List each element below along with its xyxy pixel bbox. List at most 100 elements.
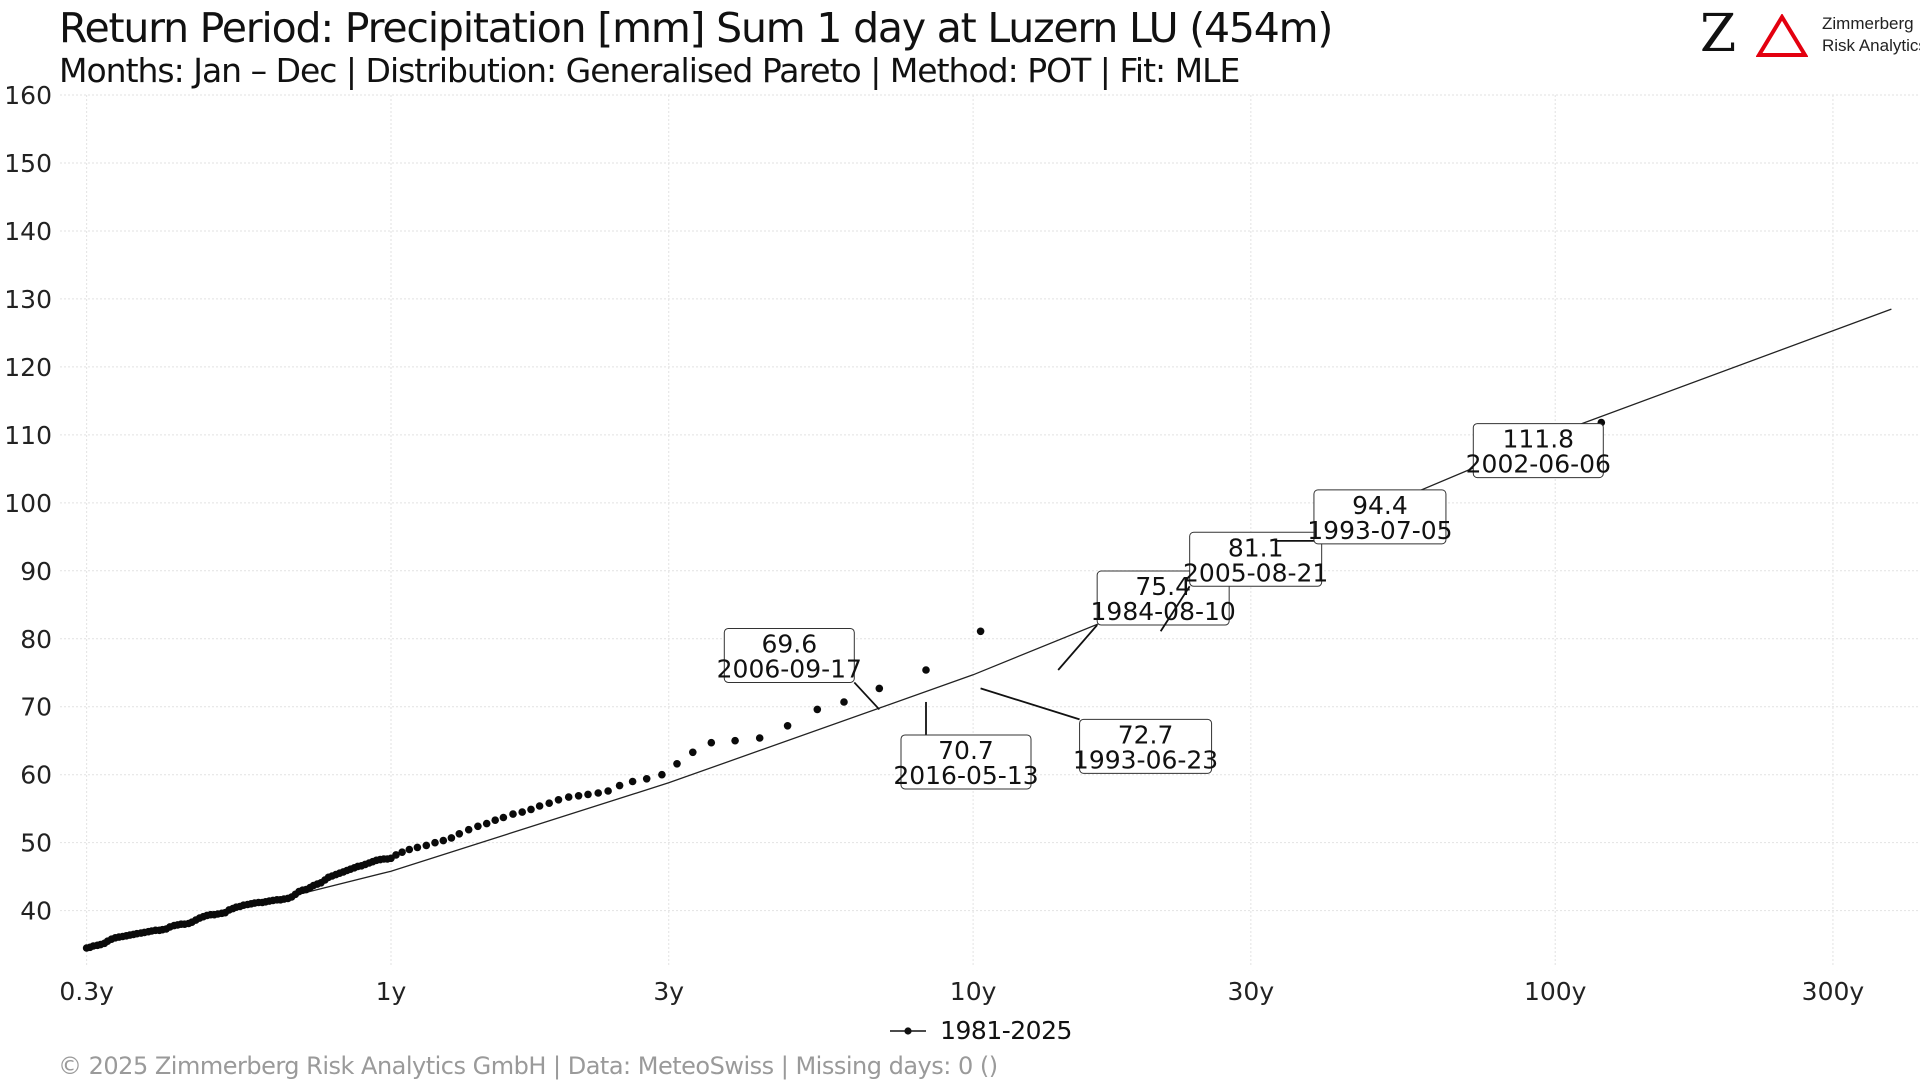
legend: 1981-2025 — [0, 1014, 1920, 1050]
data-point — [392, 851, 400, 859]
y-tick-label: 60 — [20, 761, 52, 790]
y-tick-label: 80 — [20, 625, 52, 654]
data-point — [413, 843, 422, 852]
data-point — [642, 775, 651, 783]
annotation-date: 2016-05-13 — [893, 761, 1038, 790]
data-point — [628, 777, 637, 786]
data-point — [545, 799, 553, 807]
data-points — [82, 418, 1606, 952]
chart-subtitle: Months: Jan – Dec | Distribution: Genera… — [59, 51, 1240, 90]
data-point — [594, 789, 602, 797]
data-point — [518, 808, 526, 816]
data-point — [689, 748, 697, 757]
data-point — [499, 813, 508, 822]
data-point — [922, 666, 930, 674]
annotation-value: 75.4 — [1135, 572, 1191, 601]
fit-line — [86, 308, 1892, 948]
y-tick-label: 150 — [4, 149, 52, 178]
annotation-date: 1993-07-05 — [1307, 516, 1452, 545]
annotation-date: 1993-06-23 — [1073, 745, 1218, 774]
data-point — [482, 819, 491, 828]
logo-name-line2: Risk Analytics — [1822, 36, 1920, 55]
x-tick-label: 10y — [950, 977, 997, 1006]
data-point — [398, 848, 406, 856]
annotation-value: 111.8 — [1503, 425, 1575, 454]
annotation-date: 1984-08-10 — [1091, 597, 1236, 626]
y-tick-label: 90 — [20, 557, 52, 586]
annotation-box — [1189, 531, 1323, 587]
legend-label: 1981-2025 — [940, 1016, 1072, 1045]
annotation-date: 2006-09-17 — [717, 654, 862, 683]
data-point — [422, 841, 431, 850]
data-point — [707, 738, 716, 747]
x-tick-label: 100y — [1524, 977, 1587, 1006]
data-point — [509, 810, 517, 818]
annotation-date: 2002-06-06 — [1466, 450, 1611, 479]
data-point — [840, 698, 848, 706]
annotation-box — [1313, 489, 1447, 545]
fit-curve — [86, 308, 1892, 948]
annotation-value: 81.1 — [1228, 533, 1284, 562]
y-tick-label: 50 — [20, 829, 52, 858]
return-period-chart: 40 50 60 70 80 90 100 110 120 130 140 150 160 0.3y 1y… — [4, 81, 1918, 1006]
y-axis-ticks: 40 50 60 70 80 90 100 110 120 130 140 150 160 — [4, 81, 52, 926]
x-tick-label: 0.3y — [59, 977, 114, 1006]
y-tick-label: 100 — [4, 489, 52, 518]
y-tick-label: 70 — [20, 693, 52, 722]
annotation-value: 69.6 — [761, 629, 817, 658]
annotation-box — [1079, 718, 1213, 774]
annotation-box — [723, 627, 855, 683]
data-point — [875, 684, 884, 693]
data-point — [554, 796, 563, 804]
x-tick-label: 1y — [376, 977, 407, 1006]
legend-point — [904, 1027, 912, 1035]
y-tick-label: 140 — [4, 217, 52, 246]
logo-triangle-icon — [1756, 14, 1808, 57]
data-point — [474, 822, 482, 831]
x-tick-label: 3y — [653, 977, 684, 1006]
legend-line-point-icon — [890, 1027, 927, 1035]
annotation-leader — [1057, 624, 1098, 671]
annotation-value: 94.4 — [1352, 491, 1408, 520]
data-point — [976, 627, 985, 636]
y-tick-label: 120 — [4, 353, 52, 382]
x-axis-ticks: 0.3y 1y 3y 10y 30y 100y 300y — [59, 977, 1864, 1006]
data-point — [574, 792, 583, 800]
annotation-leader — [1159, 585, 1191, 632]
data-point — [615, 781, 624, 790]
data-point — [405, 845, 414, 854]
logo-name-line1: Zimmerberg — [1822, 14, 1914, 33]
data-point — [527, 805, 535, 814]
annotation-box — [1472, 423, 1604, 479]
company-logo: Z Zimmerberg Risk Analytics — [1700, 4, 1920, 64]
footer-credits: © 2025 Zimmerberg Risk Analytics GmbH | … — [58, 1052, 998, 1080]
data-point — [731, 736, 739, 745]
data-point — [658, 770, 666, 779]
data-point — [439, 836, 448, 845]
x-tick-label: 300y — [1802, 977, 1865, 1006]
y-tick-label: 40 — [20, 897, 52, 926]
data-point — [564, 793, 573, 801]
data-point — [447, 834, 456, 842]
data-point — [535, 802, 544, 810]
data-point — [464, 825, 473, 834]
y-tick-label: 130 — [4, 285, 52, 314]
data-point — [604, 787, 612, 795]
y-tick-label: 160 — [4, 81, 52, 110]
annotation-leader — [980, 687, 1080, 721]
annotation-date: 2005-08-21 — [1183, 558, 1328, 587]
data-point — [673, 760, 681, 768]
logo-mark: Z — [1700, 4, 1737, 64]
point-annotations: 69.62006-09-1770.72016-05-1372.71993-06-… — [717, 422, 1611, 790]
y-tick-label: 110 — [4, 421, 52, 450]
annotation-value: 70.7 — [938, 736, 994, 765]
annotation-value: 72.7 — [1118, 720, 1174, 749]
annotation-box — [900, 734, 1032, 790]
data-point — [491, 816, 500, 824]
x-tick-label: 30y — [1228, 977, 1275, 1006]
